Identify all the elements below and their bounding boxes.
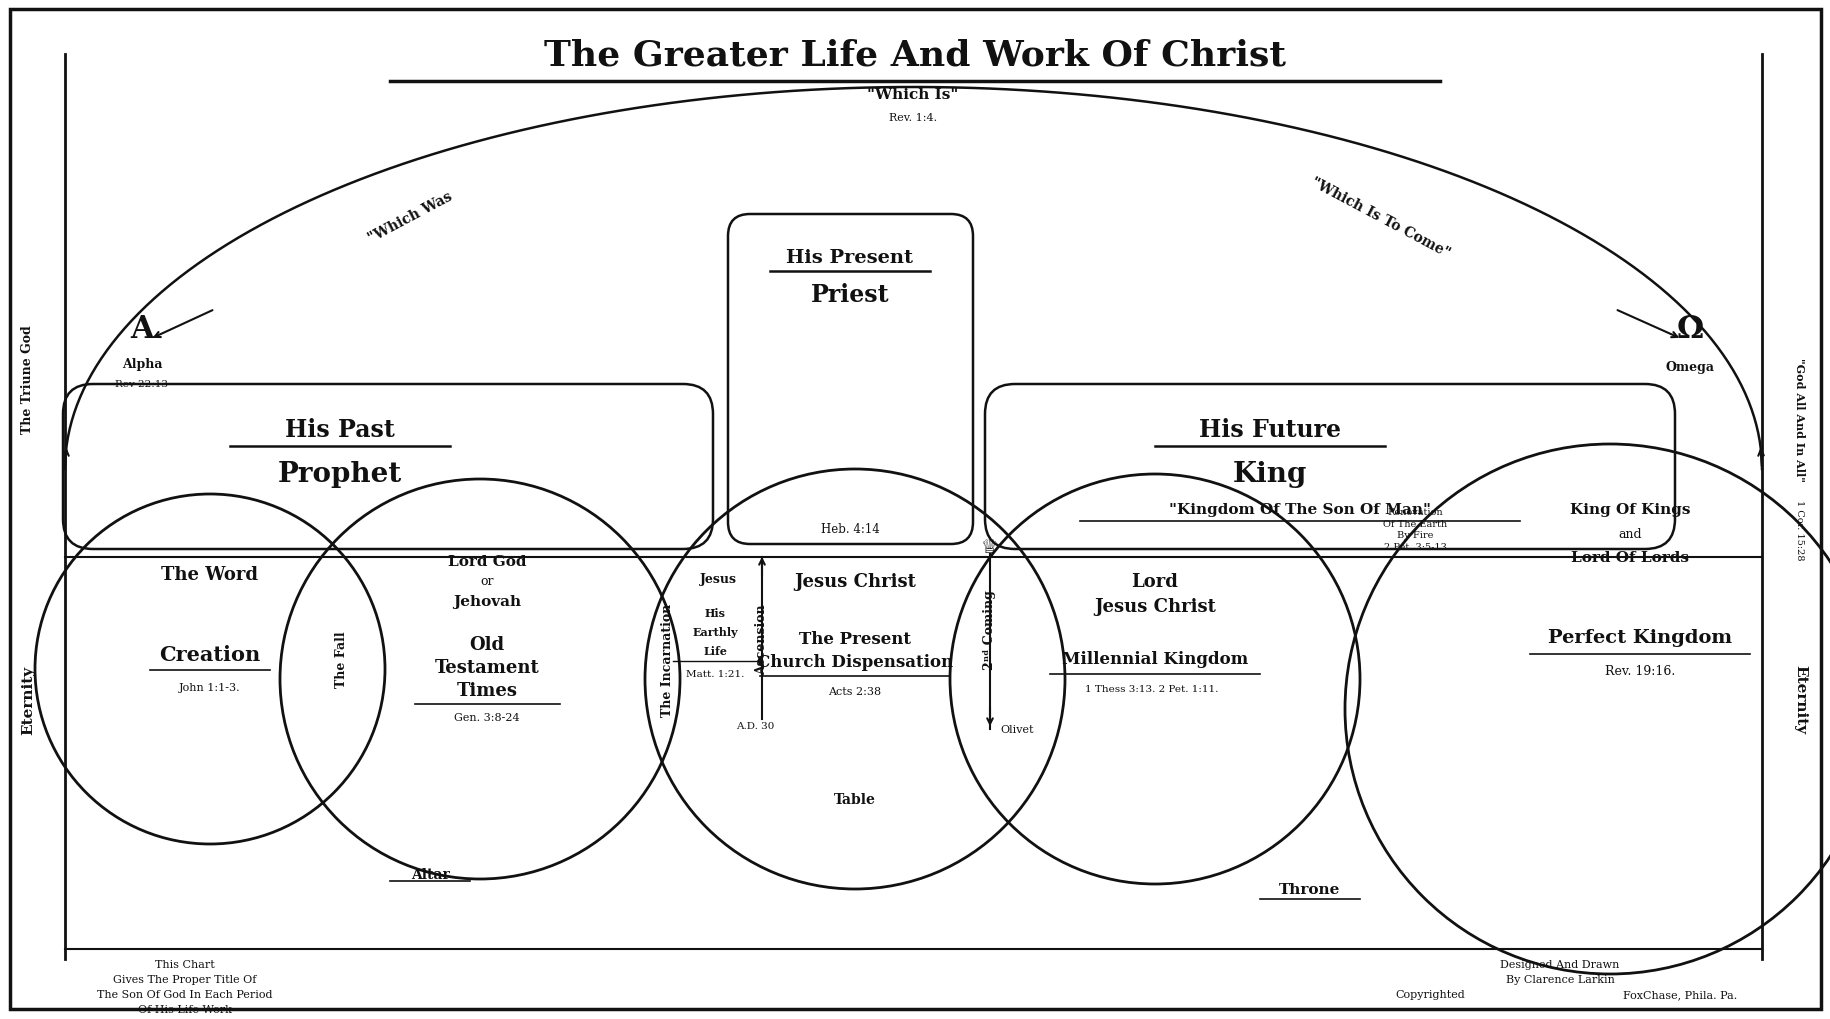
Text: ♕: ♕ bbox=[981, 538, 997, 557]
Text: Table: Table bbox=[834, 792, 875, 806]
Text: Prophet: Prophet bbox=[278, 461, 403, 488]
Text: or: or bbox=[479, 575, 494, 588]
Text: Jesus Christ: Jesus Christ bbox=[1094, 597, 1215, 615]
Text: "Which Is": "Which Is" bbox=[867, 88, 959, 102]
Text: Ω: Ω bbox=[1676, 314, 1702, 345]
Text: John 1:1-3.: John 1:1-3. bbox=[179, 683, 242, 692]
Text: Gives The Proper Title Of: Gives The Proper Title Of bbox=[113, 974, 256, 984]
Text: Designed And Drawn: Designed And Drawn bbox=[1499, 959, 1620, 969]
Text: Life: Life bbox=[703, 646, 727, 657]
Text: Gen. 3:8-24: Gen. 3:8-24 bbox=[454, 712, 520, 722]
Text: King: King bbox=[1232, 461, 1307, 488]
Text: FoxChase, Phila. Pa.: FoxChase, Phila. Pa. bbox=[1621, 989, 1737, 999]
Text: Lord Of Lords: Lord Of Lords bbox=[1570, 550, 1687, 565]
Text: "Which Is To Come": "Which Is To Come" bbox=[1307, 175, 1451, 261]
Text: By Clarence Larkin: By Clarence Larkin bbox=[1504, 974, 1614, 984]
Text: Renovation
Of The Earth
By Fire
2 Pet. 3:5-13: Renovation Of The Earth By Fire 2 Pet. 3… bbox=[1382, 507, 1446, 551]
Text: Times: Times bbox=[456, 682, 518, 699]
Text: 1 Cor. 15:28: 1 Cor. 15:28 bbox=[1795, 499, 1804, 559]
Text: King Of Kings: King Of Kings bbox=[1568, 502, 1689, 517]
Text: The Greater Life And Work Of Christ: The Greater Life And Work Of Christ bbox=[544, 38, 1286, 72]
Text: A.D. 30: A.D. 30 bbox=[736, 721, 774, 731]
Text: Altar: Altar bbox=[410, 867, 448, 881]
Text: The Son Of God In Each Period: The Son Of God In Each Period bbox=[97, 989, 273, 999]
Text: The Triune God: The Triune God bbox=[22, 325, 35, 434]
Text: Priest: Priest bbox=[811, 282, 889, 307]
Text: Rev. 19:16.: Rev. 19:16. bbox=[1605, 664, 1674, 678]
Text: Ascension: Ascension bbox=[756, 604, 769, 675]
Text: Old: Old bbox=[468, 636, 505, 653]
Text: His Future: His Future bbox=[1199, 418, 1340, 441]
Text: Jesus Christ: Jesus Christ bbox=[794, 573, 915, 590]
Text: Testament: Testament bbox=[434, 658, 540, 677]
Text: Jehovah: Jehovah bbox=[452, 594, 522, 608]
Text: 1 Thess 3:13. 2 Pet. 1:11.: 1 Thess 3:13. 2 Pet. 1:11. bbox=[1085, 685, 1219, 694]
Text: Perfect Kingdom: Perfect Kingdom bbox=[1546, 629, 1731, 646]
Text: Acts 2:38: Acts 2:38 bbox=[827, 687, 880, 696]
Text: A: A bbox=[130, 314, 154, 345]
Text: Throne: Throne bbox=[1279, 882, 1340, 896]
Text: Of His Life Work: Of His Life Work bbox=[137, 1004, 232, 1014]
Text: Creation: Creation bbox=[159, 644, 260, 664]
Text: His Past: His Past bbox=[285, 418, 395, 441]
Text: His: His bbox=[705, 608, 725, 619]
Text: "Kingdom Of The Son Of Man": "Kingdom Of The Son Of Man" bbox=[1168, 502, 1431, 517]
Text: Lord God: Lord God bbox=[448, 554, 525, 569]
Text: The Incarnation: The Incarnation bbox=[661, 603, 673, 716]
Text: Eternity: Eternity bbox=[20, 664, 35, 734]
Text: "Which Was: "Which Was bbox=[366, 190, 454, 246]
Text: Rev. 1:4.: Rev. 1:4. bbox=[888, 113, 937, 123]
Text: 2ⁿᵈ Coming: 2ⁿᵈ Coming bbox=[983, 589, 996, 669]
Text: The Word: The Word bbox=[161, 566, 258, 584]
Text: The Fall: The Fall bbox=[335, 631, 348, 688]
Text: Omega: Omega bbox=[1665, 361, 1713, 374]
Text: Alpha: Alpha bbox=[121, 358, 163, 371]
Text: Rev 22:13: Rev 22:13 bbox=[115, 380, 168, 389]
Text: "God All And In All": "God All And In All" bbox=[1793, 358, 1804, 481]
Text: This Chart: This Chart bbox=[156, 959, 214, 969]
Text: Copyrighted: Copyrighted bbox=[1394, 989, 1464, 999]
Text: Lord: Lord bbox=[1131, 573, 1179, 590]
Text: Church Dispensation: Church Dispensation bbox=[756, 654, 953, 671]
Text: Earthly: Earthly bbox=[692, 627, 737, 638]
Text: Olivet: Olivet bbox=[999, 725, 1032, 735]
Text: His Present: His Present bbox=[787, 249, 913, 267]
Text: Matt. 1:21.: Matt. 1:21. bbox=[686, 669, 743, 679]
Text: Millennial Kingdom: Millennial Kingdom bbox=[1061, 651, 1248, 667]
Text: Jesus: Jesus bbox=[699, 573, 736, 586]
Text: The Present: The Present bbox=[798, 631, 911, 648]
Text: Eternity: Eternity bbox=[1792, 664, 1806, 734]
Text: Heb. 4:14: Heb. 4:14 bbox=[820, 523, 878, 536]
Text: and: and bbox=[1618, 528, 1642, 541]
